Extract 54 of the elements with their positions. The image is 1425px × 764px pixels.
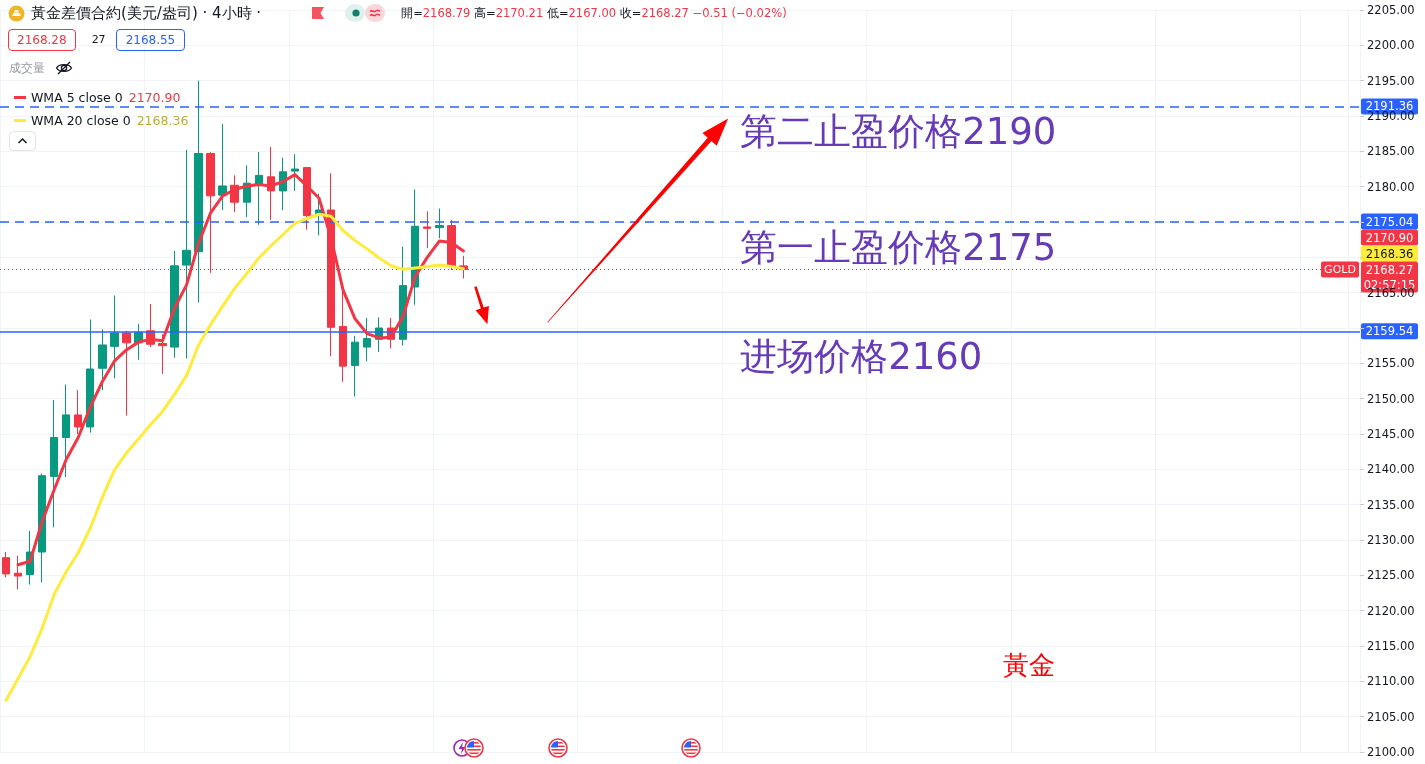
candlestick — [50, 399, 58, 528]
annotation: 进场价格2160 — [740, 335, 983, 379]
y-tick-label: 2110.00 — [1367, 674, 1415, 689]
candlestick — [98, 328, 107, 391]
candlestick — [218, 123, 227, 211]
y-tick-label: 2120.00 — [1367, 603, 1415, 618]
annotation: GOLD — [1324, 263, 1356, 277]
annotation: 2168.28 — [8, 28, 76, 51]
candlestick — [182, 149, 191, 359]
candlestick — [2, 551, 10, 578]
line-series — [4, 212, 465, 702]
y-tick-label: 2180.00 — [1367, 179, 1415, 194]
annotation: 第二止盈价格2190 — [740, 110, 1057, 154]
legend-label: WMA 5 close 0 — [31, 90, 123, 105]
y-tick-label: 2100.00 — [1367, 745, 1415, 759]
y-tick-label: 2115.00 — [1367, 639, 1415, 653]
annotation: 2168.55 — [115, 28, 186, 51]
text: 2170.90 — [1365, 230, 1414, 245]
y-tick-label: 2135.00 — [1367, 497, 1415, 512]
legend-label: WMA 20 close 0 — [31, 113, 131, 128]
candlestick — [62, 384, 70, 478]
candlestick — [363, 317, 371, 362]
y-tick-label: 2145.00 — [1367, 427, 1415, 441]
annotation: 成交量 — [9, 59, 45, 77]
y-tick-label: 2200.00 — [1367, 38, 1415, 53]
y-tick-label: 2140.00 — [1367, 462, 1415, 477]
y-tick-label: 2205.00 — [1367, 3, 1415, 17]
annotation: 2170.90 — [128, 90, 181, 105]
ref-line-label: 2168.27 — [1365, 262, 1414, 277]
annotation: 黃金 — [1003, 649, 1055, 682]
y-tick-label: 2155.00 — [1367, 356, 1415, 371]
candlestick — [122, 330, 131, 417]
candlestick — [110, 294, 119, 379]
ref-line-label: 2175.04 — [1365, 214, 1414, 229]
candlestick — [291, 153, 299, 192]
candlestick — [74, 389, 82, 435]
y-tick-label: 2185.00 — [1367, 144, 1415, 159]
ref-line-label: 2159.54 — [1365, 324, 1414, 339]
y-tick-label: 2125.00 — [1367, 568, 1415, 583]
annotation: 2168.36 — [136, 113, 189, 128]
text: 2168.36 — [1365, 246, 1414, 261]
y-tick-label: 2105.00 — [1367, 709, 1415, 724]
annotation: 第一止盈价格2175 — [740, 225, 1057, 269]
candlestick — [158, 333, 167, 375]
chart-title: 黃金差價合約(美元/盎司) · 4小時 · — [31, 3, 262, 23]
candlestick — [194, 80, 203, 304]
candlestick — [423, 210, 431, 249]
candlestick — [351, 335, 359, 398]
y-tick-label: 2130.00 — [1367, 533, 1415, 547]
y-tick-label: 2195.00 — [1367, 73, 1415, 88]
annotation: 27 — [91, 33, 106, 46]
candlestick — [435, 208, 444, 239]
y-tick-label: 2150.00 — [1367, 391, 1415, 406]
text: 開=2168.79 高=2170.21 低=2167.00 收=2168.27 −0.51 (−0.02%) — [401, 5, 787, 20]
